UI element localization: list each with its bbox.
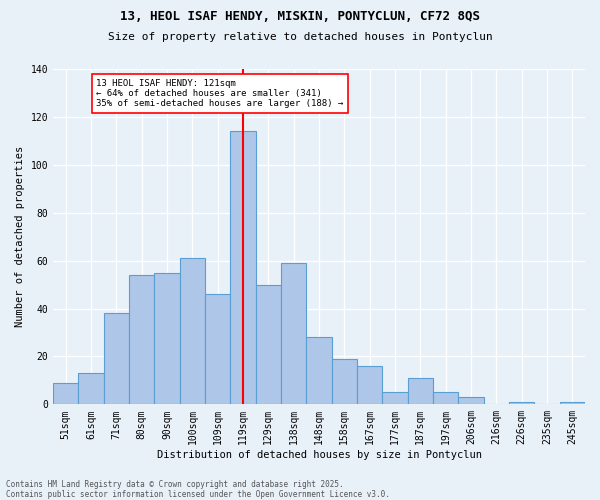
Bar bbox=[256, 284, 281, 405]
Text: Contains public sector information licensed under the Open Government Licence v3: Contains public sector information licen… bbox=[6, 490, 390, 499]
Text: Contains HM Land Registry data © Crown copyright and database right 2025.: Contains HM Land Registry data © Crown c… bbox=[6, 480, 344, 489]
Bar bbox=[382, 392, 407, 404]
Text: 13, HEOL ISAF HENDY, MISKIN, PONTYCLUN, CF72 8QS: 13, HEOL ISAF HENDY, MISKIN, PONTYCLUN, … bbox=[120, 10, 480, 23]
Bar bbox=[53, 383, 79, 404]
Bar bbox=[281, 263, 307, 404]
Bar bbox=[560, 402, 585, 404]
Bar bbox=[205, 294, 230, 405]
Bar bbox=[79, 373, 104, 404]
Y-axis label: Number of detached properties: Number of detached properties bbox=[15, 146, 25, 328]
Bar bbox=[357, 366, 382, 405]
Bar bbox=[332, 359, 357, 405]
Bar bbox=[458, 397, 484, 404]
Text: Size of property relative to detached houses in Pontyclun: Size of property relative to detached ho… bbox=[107, 32, 493, 42]
Bar bbox=[433, 392, 458, 404]
Bar bbox=[407, 378, 433, 404]
Bar bbox=[230, 132, 256, 404]
Bar bbox=[307, 338, 332, 404]
Bar bbox=[509, 402, 535, 404]
Bar bbox=[154, 272, 179, 404]
Bar bbox=[179, 258, 205, 404]
Bar bbox=[104, 314, 129, 404]
Bar bbox=[129, 275, 154, 404]
X-axis label: Distribution of detached houses by size in Pontyclun: Distribution of detached houses by size … bbox=[157, 450, 482, 460]
Text: 13 HEOL ISAF HENDY: 121sqm
← 64% of detached houses are smaller (341)
35% of sem: 13 HEOL ISAF HENDY: 121sqm ← 64% of deta… bbox=[96, 78, 343, 108]
